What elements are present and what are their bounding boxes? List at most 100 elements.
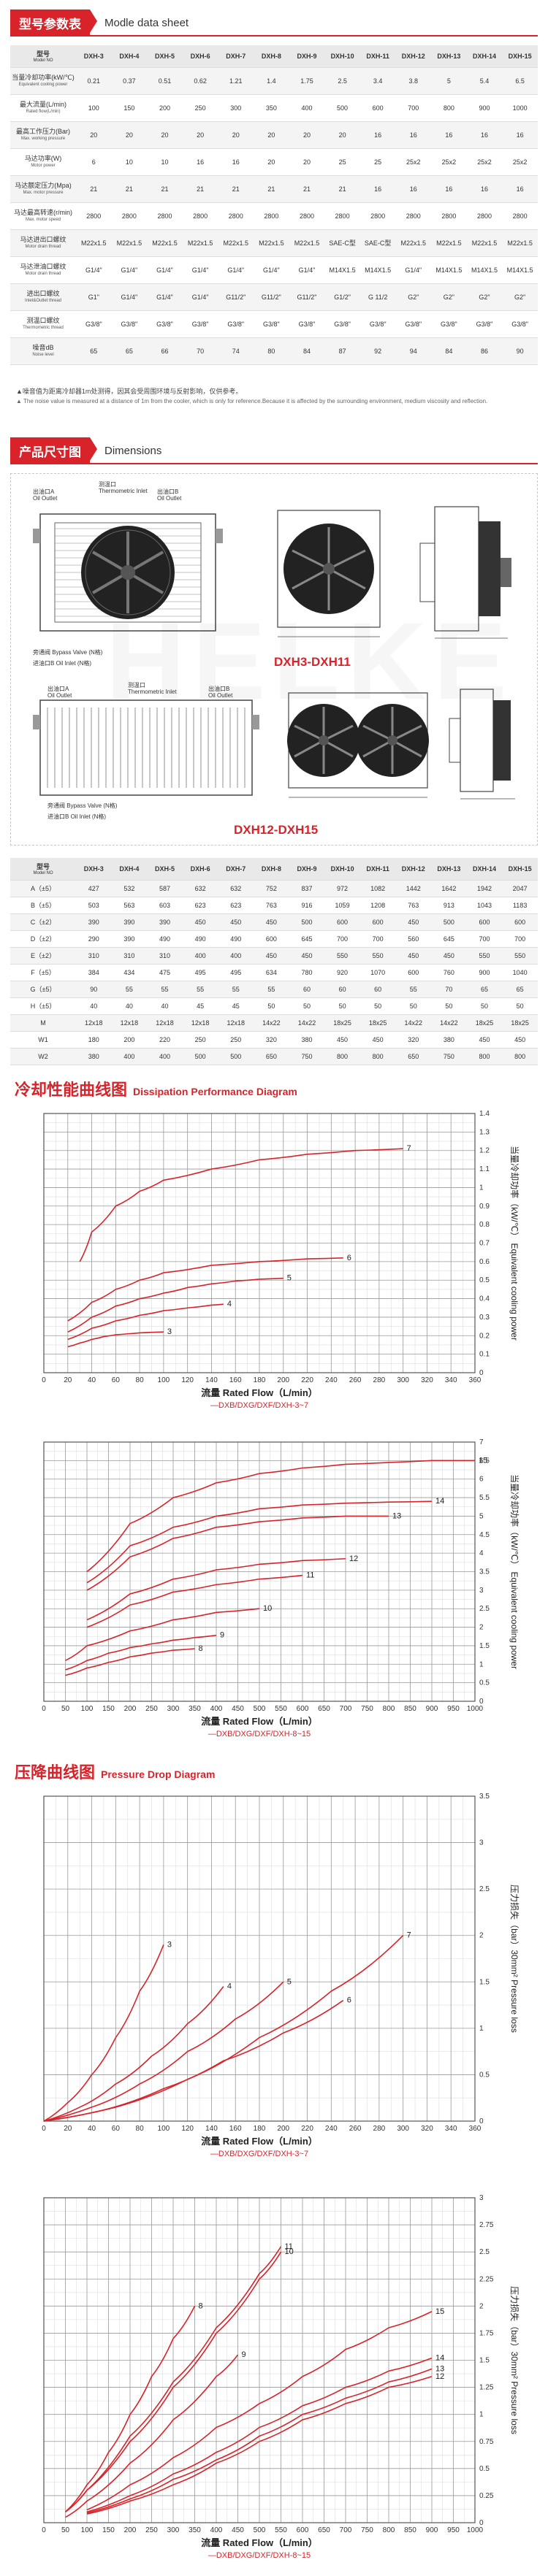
table-cell: 780: [289, 964, 325, 981]
table-cell: 70: [182, 337, 218, 365]
table-cell: 1208: [359, 897, 396, 914]
table-cell: 490: [218, 930, 254, 948]
label-bypass: 旁通阀 Bypass Valve (N格): [33, 649, 103, 656]
plot-frame: [43, 1795, 476, 2122]
x-tick-label: 20: [64, 2125, 72, 2133]
table-cell: 2800: [502, 202, 538, 230]
table-cell: 2800: [395, 202, 432, 230]
table-cell: 21: [147, 175, 183, 203]
table-cell: 2047: [502, 880, 538, 897]
section-title-en: Dissipation Performance Diagram: [133, 1086, 297, 1097]
table-cell: 400: [289, 94, 325, 122]
table-cell: 25x2: [395, 148, 432, 176]
table-cell: 20: [254, 148, 289, 176]
table-row: A（±5） 427 532 587 632 632 752 837 972 1082 1442 164…: [10, 880, 538, 897]
x-tick-label: 140: [205, 2125, 218, 2133]
table-cell: 450: [395, 947, 432, 965]
header-model: 型号 Model NO: [10, 45, 76, 68]
row-label: 马达进出口螺纹 Motor drain thread: [10, 229, 76, 257]
table-cell: 752: [254, 880, 289, 897]
header-model-10: DXH-13: [431, 858, 467, 881]
table-cell: 587: [147, 880, 183, 897]
y-tick-label: 2.5: [479, 1885, 490, 1893]
series-line-7: [43, 1935, 404, 2122]
chart-pressure-8-15: 0 50 100 150 200 250 300 350 400 450 500 550 600 650 7…: [15, 2187, 541, 2567]
table-cell: 390: [147, 913, 183, 931]
table-cell: 20: [111, 121, 148, 149]
table-cell: 6: [76, 148, 112, 176]
y-tick-label: 0.25: [479, 2492, 494, 2500]
x-tick-label: 450: [232, 2526, 244, 2534]
y-tick-label: 0.5: [479, 2465, 490, 2473]
table-cell: 21: [289, 175, 325, 203]
y-tick-label: 6.5: [479, 1457, 490, 1465]
table-cell: 25x2: [502, 148, 538, 176]
section-title-en: Pressure Drop Diagram: [101, 1768, 216, 1780]
y-tick-label: 2.25: [479, 2275, 494, 2283]
upper-side-drawing: [277, 510, 381, 637]
table-cell: 16: [466, 121, 503, 149]
table-cell: M14X1.5: [431, 256, 467, 284]
table-cell: 20: [254, 121, 289, 149]
table-cell: 25: [324, 148, 360, 176]
x-tick-label: 260: [349, 2125, 362, 2133]
section-title-en: Modle data sheet: [104, 16, 189, 29]
table-cell: 55: [254, 981, 289, 998]
x-tick-label: 220: [301, 1376, 313, 1384]
y-axis-label: 当量冷却功率（kW/℃） Equivalent cooling power: [509, 1146, 520, 1341]
header-model-8: DXH-11: [359, 45, 396, 68]
table-cell: 450: [254, 947, 289, 965]
table-cell: 74: [218, 337, 254, 365]
x-tick-label: 750: [361, 2526, 373, 2534]
section-header-dimensions: 产品尺寸图 Dimensions: [10, 437, 161, 464]
table-cell: 900: [466, 94, 503, 122]
y-tick-label: 1: [479, 2411, 484, 2419]
table-row: G（±5） 90 55 55 55 55 55 60 60 60 55 70 65 65: [10, 981, 538, 998]
table-cell: G3/8": [147, 310, 183, 338]
row-label: D（±2）: [10, 930, 76, 948]
x-tick-label: 800: [383, 1705, 395, 1713]
series-line-11: [86, 1574, 303, 1628]
table-cell: 600: [254, 930, 289, 948]
table-cell: 55: [182, 981, 218, 998]
table-cell: 310: [111, 947, 148, 965]
x-tick-label: 360: [469, 1376, 482, 1384]
grid: [43, 2197, 476, 2523]
series-label-12: 12: [435, 2372, 444, 2381]
table-header-row: 型号 Model NO DXH-3 DXH-4 DXH-5 DXH-6 DXH-7 DXH-8…: [10, 45, 538, 68]
table-cell: 250: [182, 94, 218, 122]
table-cell: 495: [182, 964, 218, 981]
y-tick-label: 2: [479, 2302, 484, 2310]
row-label: 马达最高转速(r/min) Max. motor speed: [10, 202, 76, 230]
header-model-6: DXH-9: [289, 858, 325, 881]
x-tick-label: 500: [254, 2526, 266, 2534]
table-cell: 2800: [254, 202, 289, 230]
table-cell: 14x22: [254, 1014, 289, 1032]
y-tick-label: 0: [479, 1369, 484, 1377]
table-cell: 500: [289, 913, 325, 931]
table-cell: G1/4": [147, 283, 183, 311]
row-label: 马达功率(W) Motor power: [10, 148, 76, 176]
table-cell: M22x1.5: [182, 229, 218, 257]
table-cell: 6.5: [502, 67, 538, 95]
series-label-5: 5: [287, 1274, 292, 1283]
x-tick-label: 360: [469, 2125, 482, 2133]
section-title-cn: 型号参数表: [10, 9, 97, 37]
table-cell: 450: [289, 947, 325, 965]
table-cell: 600: [502, 913, 538, 931]
x-tick-label: 400: [210, 2526, 223, 2534]
table-cell: 16: [466, 175, 503, 203]
row-label: A（±5）: [10, 880, 76, 897]
header-model-2: DXH-5: [147, 45, 183, 68]
x-tick-label: 850: [404, 1705, 416, 1713]
table-cell: 390: [111, 913, 148, 931]
table-cell: 1942: [466, 880, 503, 897]
legend-label: —DXB/DXG/DXF/DXH-3~7: [210, 1401, 308, 1410]
table-cell: 350: [254, 94, 289, 122]
series-line-10: [65, 1608, 260, 1661]
legend-label: —DXB/DXG/DXF/DXH-8~15: [208, 2551, 311, 2560]
table-cell: 427: [76, 880, 112, 897]
table-cell: 550: [466, 947, 503, 965]
series-line-5: [43, 1981, 284, 2122]
y-tick-label: 1.4: [479, 1110, 490, 1118]
